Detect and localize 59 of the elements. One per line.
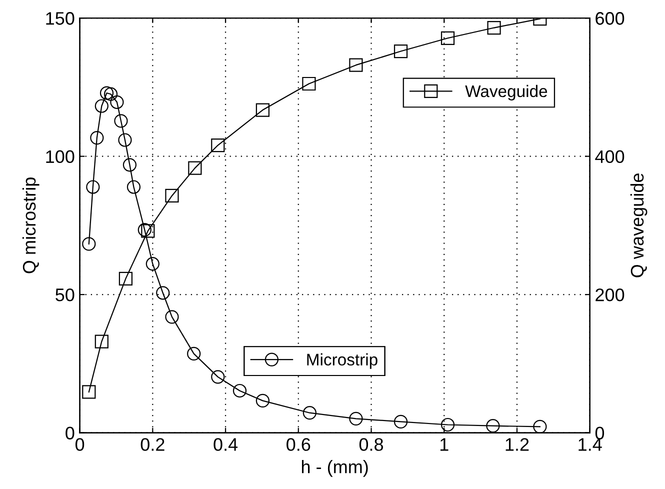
point: [138, 223, 152, 237]
x-tick-label: 0.8: [359, 438, 384, 451]
y-tick-label: 50: [56, 288, 74, 302]
point: [302, 76, 316, 91]
point: [110, 95, 124, 109]
x-tick-label: 1.4: [578, 438, 602, 451]
point: [141, 224, 155, 238]
point: [122, 158, 137, 172]
x-tick-label: 0.2: [140, 438, 164, 451]
point: [256, 103, 270, 117]
point: [211, 138, 225, 152]
point: [94, 334, 108, 348]
point: [165, 188, 179, 203]
point: [82, 237, 96, 251]
x-tick-label: 1.2: [506, 438, 529, 451]
x-tick-label: 0: [75, 438, 84, 451]
point: [90, 130, 104, 145]
point: [349, 412, 363, 426]
y2-axis-title: Q waveguide: [630, 174, 648, 278]
point: [394, 414, 408, 429]
y2-tick-label: 600: [596, 12, 624, 25]
point: [94, 99, 108, 113]
point: [118, 272, 133, 286]
x-tick-label: 1: [440, 438, 448, 451]
point: [302, 406, 316, 420]
point: [440, 31, 455, 45]
y-tick-label: 150: [46, 12, 74, 25]
point: [156, 286, 170, 300]
point: [146, 257, 160, 271]
y2-tick-label: 400: [595, 150, 624, 164]
point: [188, 161, 202, 175]
point: [100, 86, 114, 100]
y-tick-label: 0: [66, 426, 74, 440]
y-tick-label: 100: [46, 150, 74, 164]
x-tick-label: 0.6: [286, 438, 310, 451]
point: [114, 114, 128, 128]
point: [82, 385, 96, 399]
point: [126, 180, 141, 194]
legend-label: Microstrip: [307, 353, 378, 369]
point: [440, 418, 455, 432]
point: [487, 20, 501, 35]
legend-label: Waveguide: [465, 84, 548, 100]
point: [232, 384, 247, 398]
point: [211, 370, 225, 384]
point: [533, 420, 547, 433]
point: [394, 44, 408, 58]
point: [118, 133, 132, 147]
x-axis-title: h - (mm): [302, 460, 368, 477]
y-axis-title: Q microstrip: [22, 178, 40, 274]
point: [165, 310, 179, 324]
y2-tick-label: 200: [596, 288, 624, 302]
point: [104, 87, 118, 101]
point: [187, 346, 201, 361]
point: [486, 419, 500, 433]
y2-tick-label: 0: [595, 426, 604, 440]
point: [86, 180, 100, 194]
x-tick-label: 0.4: [214, 438, 238, 451]
point: [349, 58, 363, 72]
point: [256, 394, 270, 408]
